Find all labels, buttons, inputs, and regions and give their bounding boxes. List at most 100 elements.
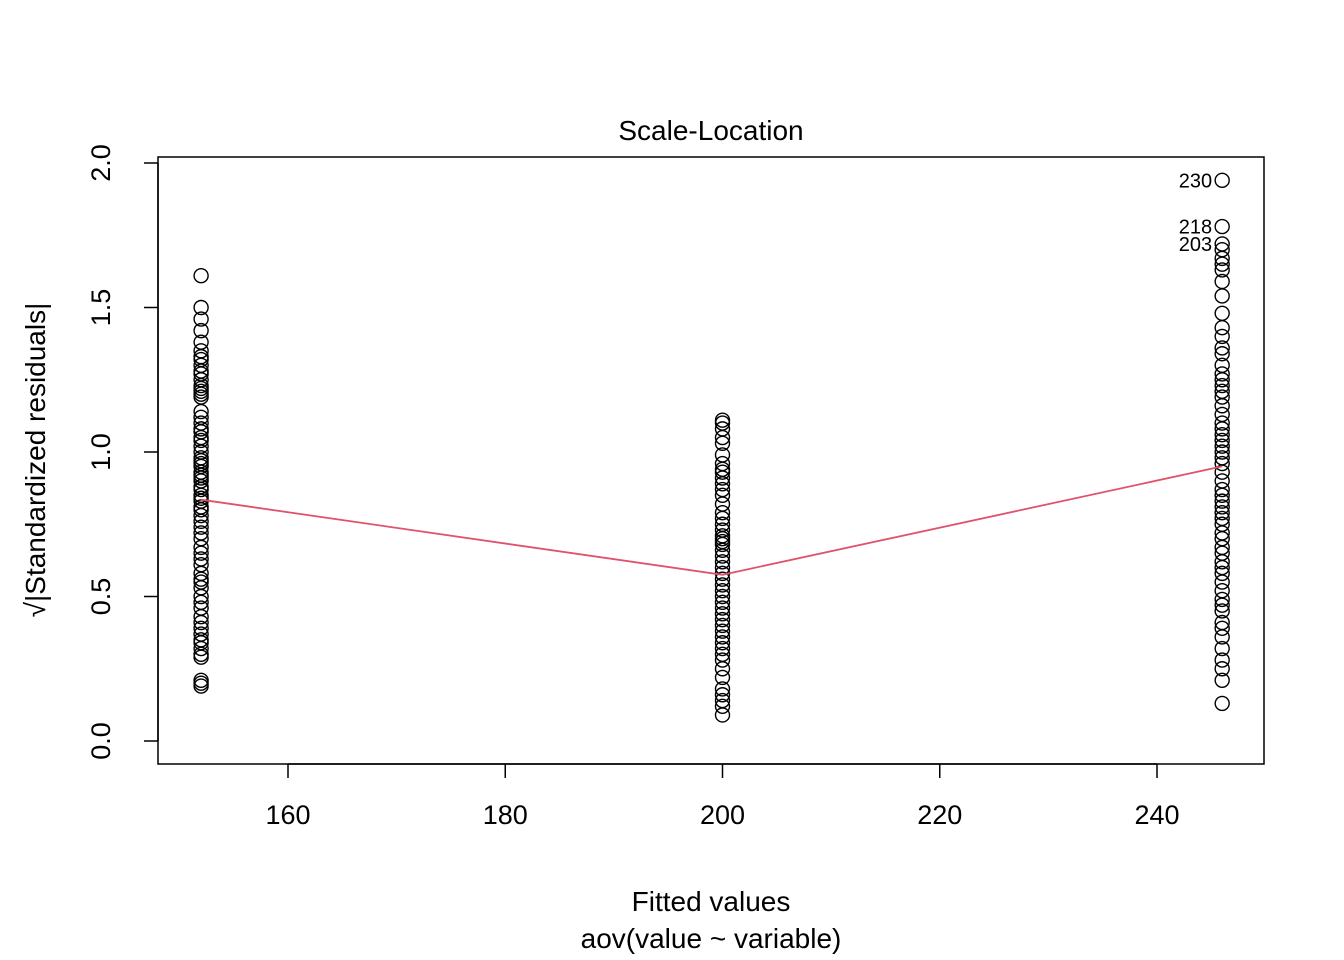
data-point-2-36 [1214,504,1230,521]
data-point-1-28 [714,577,731,593]
data-point-2-45 [1214,565,1230,582]
data-point-1-37 [714,629,731,645]
data-point-1-23 [714,548,731,564]
data-point-1-4 [714,435,731,452]
data-point-0-23 [193,432,209,449]
data-point-1-15 [714,510,731,527]
data-point-1-29 [714,583,731,599]
data-point-1-36 [714,623,731,639]
x-tick-label-4: 240 [1134,800,1179,830]
data-point-1-32 [714,600,731,616]
data-point-0-2 [193,311,209,327]
data-point-1-47 [714,698,731,715]
data-point-1-42 [714,661,731,677]
y-tick-label-1: 0.5 [86,578,116,616]
data-point-2-34 [1214,493,1230,509]
data-point-2-26 [1214,438,1230,454]
data-point-1-34 [714,611,731,628]
data-point-1-41 [714,652,731,668]
data-point-1-30 [714,588,731,605]
chart-title: Scale-Location [618,115,803,146]
data-point-0-42 [193,513,209,530]
data-point-0-58 [193,614,209,631]
data-point-2-55 [1214,652,1230,668]
data-point-1-48 [714,707,731,723]
data-point-2-57 [1214,672,1230,689]
data-point-0-40 [193,502,209,518]
data-point-2-24 [1214,426,1230,443]
data-point-1-21 [714,536,731,553]
smooth-line [200,465,1223,576]
plot-frame [157,156,1265,765]
data-point-1-9 [714,470,731,486]
residual-points [193,172,1230,723]
data-point-2-19 [1214,389,1230,405]
data-point-1-35 [714,617,731,634]
y-tick-label-3: 1.5 [86,289,116,327]
data-point-2-47 [1214,583,1230,599]
data-point-2-30 [1214,464,1230,480]
smooth-line-group [200,465,1223,576]
data-point-0-63 [193,640,209,657]
data-point-0-35 [193,481,209,498]
data-point-1-12 [714,487,731,504]
data-point-2-23 [1214,421,1230,437]
data-point-2-0 [1214,172,1230,189]
data-point-1-14 [714,504,731,521]
y-tick-label-2: 1.0 [86,433,116,471]
data-point-1-45 [714,687,731,703]
data-point-2-52 [1214,620,1230,636]
data-point-1-22 [714,542,731,558]
data-point-2-50 [1214,603,1230,619]
y-tick-label-0: 0.0 [86,722,116,760]
data-point-2-29 [1214,455,1230,472]
data-point-0-1 [193,299,209,316]
y-axis-title: √|Standardized residuals| [20,303,51,618]
data-point-0-43 [193,519,209,535]
data-point-2-16 [1214,372,1230,388]
data-point-0-57 [193,609,209,625]
data-point-2-22 [1214,415,1230,431]
x-tick-label-3: 220 [917,800,962,830]
data-point-1-27 [714,571,731,587]
data-point-1-8 [714,464,731,480]
data-point-2-20 [1214,398,1230,414]
data-point-0-54 [193,588,209,605]
data-point-2-25 [1214,432,1230,449]
data-point-2-43 [1214,554,1230,570]
data-point-2-46 [1214,574,1230,590]
data-point-0-0 [193,268,209,284]
data-point-2-6 [1214,262,1230,278]
data-point-1-39 [714,640,731,657]
data-point-2-53 [1214,629,1230,645]
data-point-0-67 [193,675,209,691]
data-point-0-68 [193,678,209,694]
data-point-1-33 [714,606,731,622]
data-point-2-8 [1214,288,1230,304]
point-label-203: 203 [1179,234,1212,256]
data-point-0-3 [193,322,209,339]
data-point-2-15 [1214,366,1230,382]
data-point-0-41 [193,507,209,524]
data-point-1-43 [714,669,731,686]
data-point-1-0 [714,412,731,428]
data-point-1-3 [714,429,731,446]
x-axis-title: Fitted values [632,886,791,917]
data-point-0-65 [193,649,209,665]
data-point-2-21 [1214,406,1230,423]
data-point-1-10 [714,476,731,492]
data-point-2-10 [1214,320,1230,336]
data-point-2-13 [1214,346,1230,362]
data-point-2-11 [1214,328,1230,345]
data-point-2-58 [1214,695,1230,712]
data-point-1-31 [714,594,731,610]
data-point-0-46 [193,539,209,556]
data-point-2-1 [1214,218,1230,235]
x-tick-label-1: 180 [483,800,528,830]
data-point-2-35 [1214,499,1230,515]
data-point-2-5 [1214,256,1230,272]
data-point-2-12 [1214,340,1230,356]
data-point-2-33 [1214,487,1230,504]
data-point-0-17 [193,403,209,420]
data-point-2-48 [1214,591,1230,608]
